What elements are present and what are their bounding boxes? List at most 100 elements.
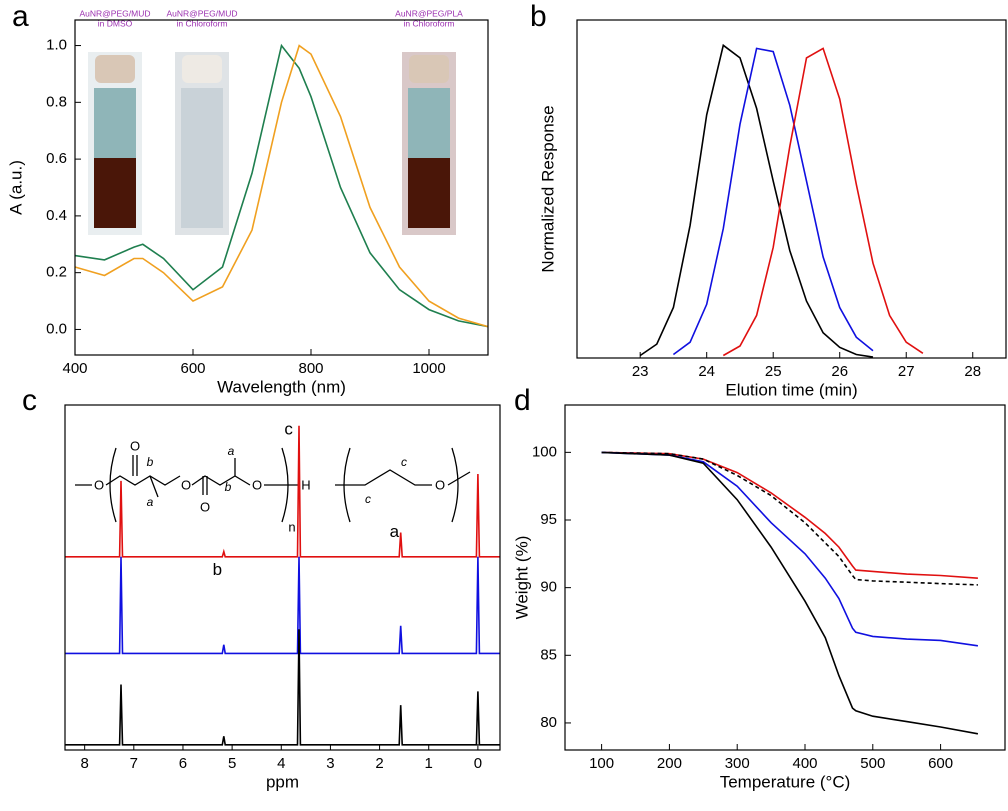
x-axis-label: Temperature (°C) (720, 772, 851, 791)
x-tick-label: 500 (860, 755, 885, 772)
atom-label: n (288, 519, 295, 534)
x-tick-label: 3 (326, 755, 334, 772)
y-tick-label: 0.0 (46, 320, 67, 337)
x-tick-label: 5 (228, 755, 236, 772)
vial-cap (409, 55, 449, 83)
y-tick-label: 0.8 (46, 93, 67, 110)
panel-label: d (514, 384, 531, 417)
data-line (65, 629, 500, 746)
x-tick-label: 4 (277, 755, 285, 772)
peg-chain (335, 469, 471, 486)
data-line (65, 556, 500, 655)
inset-label: in Chloroform (176, 18, 227, 28)
atom-label: O (200, 499, 210, 514)
structure (75, 447, 471, 523)
vial-top (94, 88, 136, 158)
x-tick-label: 400 (792, 755, 817, 772)
atom-label: a (147, 495, 154, 509)
plot-frame (564, 404, 1006, 751)
x-tick-label: 300 (725, 755, 750, 772)
peak-label: c (284, 419, 293, 438)
data-line (639, 43, 874, 358)
brackets (109, 447, 459, 523)
y-tick-label: 0.2 (46, 264, 67, 281)
x-tick-label: 0 (474, 755, 482, 772)
bonds (132, 455, 236, 498)
atom-label: b (147, 455, 154, 469)
inset-label: AuNR@PEG/MUD (80, 8, 151, 18)
atom-label: c (365, 492, 371, 506)
atom-label: a (228, 444, 235, 458)
data-line (601, 451, 979, 735)
peak-label: a (390, 522, 400, 541)
y-tick-label: 0.6 (46, 150, 67, 167)
inset-label: AuNR@PEG/MUD (167, 8, 238, 18)
atom-label: c (401, 455, 407, 469)
peak-label: b (213, 560, 222, 579)
x-tick-label: 28 (964, 363, 981, 380)
x-tick-label: 27 (898, 363, 915, 380)
x-tick-label: 1 (425, 755, 433, 772)
y-tick-label: 90 (540, 579, 557, 596)
data-line (74, 43, 489, 328)
vial-photos (88, 52, 456, 235)
atom-label: H (301, 477, 310, 492)
y-tick-label: 0.4 (46, 207, 67, 224)
panel-label: c (22, 384, 37, 417)
x-tick-label: 6 (179, 755, 187, 772)
x-tick-label: 400 (62, 360, 87, 377)
atom-label: O (181, 477, 191, 492)
data-line (74, 44, 489, 328)
y-axis-label: A (a.u.) (6, 160, 25, 215)
panel-label: b (530, 0, 547, 33)
x-axis-label: Wavelength (nm) (217, 377, 346, 396)
x-tick-label: 7 (130, 755, 138, 772)
vial-cap (182, 55, 222, 83)
x-tick-label: 100 (589, 755, 614, 772)
y-tick-label: 80 (540, 714, 557, 731)
x-tick-label: 800 (298, 360, 323, 377)
data-line (722, 47, 924, 357)
atom-label: O (252, 477, 262, 492)
y-tick-label: 100 (532, 443, 557, 460)
x-tick-label: 200 (657, 755, 682, 772)
x-tick-label: 24 (698, 363, 715, 380)
atom-label: b (225, 480, 232, 494)
x-axis-label: Elution time (min) (725, 380, 857, 399)
data-line (65, 425, 500, 558)
y-tick-label: 85 (540, 646, 557, 663)
panel-label: a (12, 0, 29, 33)
x-tick-label: 23 (632, 363, 649, 380)
pla-chain (75, 475, 300, 486)
x-tick-label: 1000 (412, 360, 445, 377)
inset-label: in Chloroform (403, 18, 454, 28)
plot-frame (576, 19, 1007, 359)
atom-label: O (130, 438, 140, 453)
x-tick-label: 26 (831, 363, 848, 380)
x-tick-label: 25 (765, 363, 782, 380)
vial-cap (95, 55, 135, 83)
x-tick-label: 600 (928, 755, 953, 772)
y-axis-label: Weight (%) (512, 536, 531, 620)
atom-label: O (435, 477, 445, 492)
vial-liquid (94, 158, 136, 228)
plot-frame (74, 19, 489, 356)
plot-frame (64, 404, 501, 751)
inset-label: AuNR@PEG/PLA (395, 8, 463, 18)
atom-label: O (94, 477, 104, 492)
y-tick-label: 1.0 (46, 37, 67, 54)
y-axis-label: Normalized Response (538, 105, 557, 272)
x-axis-label: ppm (266, 772, 299, 791)
x-tick-label: 2 (375, 755, 383, 772)
data-line (601, 451, 978, 586)
vial-top (408, 88, 450, 158)
data-line (672, 47, 874, 356)
data-line (601, 451, 979, 647)
x-tick-label: 8 (80, 755, 88, 772)
x-tick-label: 600 (180, 360, 205, 377)
vial-liquid (408, 158, 450, 228)
vial-liquid (181, 88, 223, 228)
inset-label: in DMSO (98, 18, 133, 28)
